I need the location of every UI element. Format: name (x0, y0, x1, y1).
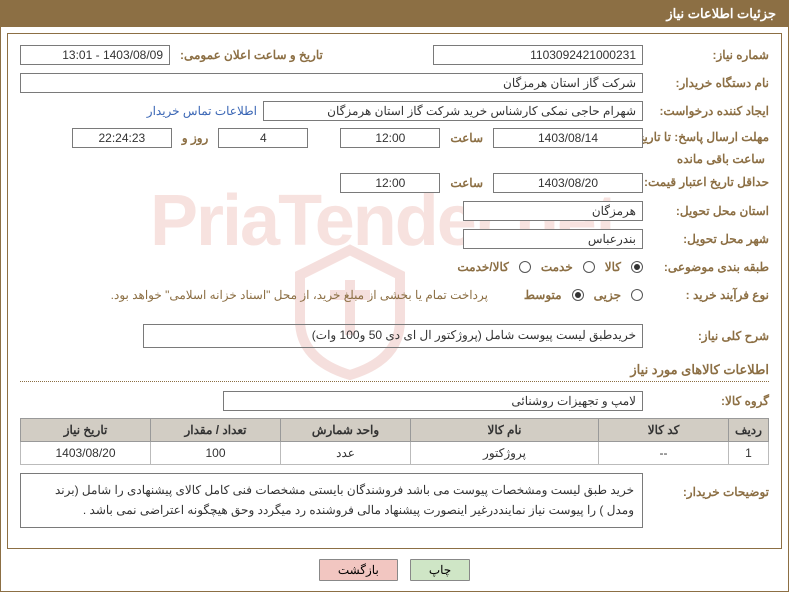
label-remaining: ساعت باقی مانده (673, 152, 769, 166)
th-qty: تعداد / مقدار (151, 419, 281, 442)
label-classification: طبقه بندی موضوعی: (649, 260, 769, 274)
back-button[interactable]: بازگشت (319, 559, 398, 581)
label-need-number: شماره نیاز: (649, 48, 769, 62)
radio-label-medium: متوسط (520, 288, 566, 302)
print-button[interactable]: چاپ (410, 559, 470, 581)
section-items-title: اطلاعات کالاهای مورد نیاز (20, 362, 769, 382)
label-days-and: روز و (178, 131, 213, 145)
button-bar: چاپ بازگشت (7, 559, 782, 581)
field-goods-group: لامپ و تجهیزات روشنائی (223, 391, 643, 411)
field-buyer-org: شرکت گاز استان هرمزگان (20, 73, 643, 93)
field-delivery-province: هرمزگان (463, 201, 643, 221)
label-hour-1: ساعت (446, 131, 487, 145)
field-remaining-time: 22:24:23 (72, 128, 172, 148)
radio-goods[interactable] (631, 261, 643, 273)
cell-n: 1 (729, 442, 769, 465)
field-delivery-city: بندرعباس (463, 229, 643, 249)
label-general-desc: شرح کلی نیاز: (649, 329, 769, 343)
field-remaining-days: 4 (218, 128, 308, 148)
field-reply-time: 12:00 (340, 128, 440, 148)
purchase-type-radio-group: جزیی متوسط (520, 288, 643, 302)
buyer-contact-link[interactable]: اطلاعات تماس خریدار (147, 104, 257, 118)
label-buyer-notes: توضیحات خریدار: (649, 473, 769, 499)
label-reply-deadline: مهلت ارسال پاسخ: تا تاریخ: (649, 130, 769, 146)
field-price-validity-time: 12:00 (340, 173, 440, 193)
field-general-desc: خریدطبق لیست پیوست شامل (پروژکتور ال ای … (143, 324, 643, 348)
panel-title: جزئیات اطلاعات نیاز (666, 6, 776, 22)
label-delivery-province: استان محل تحویل: (649, 204, 769, 218)
radio-partial[interactable] (631, 289, 643, 301)
field-announce-datetime: 1403/08/09 - 13:01 (20, 45, 170, 65)
field-requester: شهرام حاجی نمکی کارشناس خرید شرکت گاز اس… (263, 101, 643, 121)
field-reply-date: 1403/08/14 (493, 128, 643, 148)
th-name: نام کالا (411, 419, 599, 442)
label-goods-group: گروه کالا: (649, 394, 769, 408)
label-announce-datetime: تاریخ و ساعت اعلان عمومی: (176, 48, 327, 62)
main-container: جزئیات اطلاعات نیاز شماره نیاز: 11030924… (0, 0, 789, 592)
label-hour-2: ساعت (446, 176, 487, 190)
radio-label-goods: کالا (601, 260, 625, 274)
cell-name: پروژکتور (411, 442, 599, 465)
table-row: 1 -- پروژکتور عدد 100 1403/08/20 (21, 442, 769, 465)
th-row: ردیف (729, 419, 769, 442)
payment-note: پرداخت تمام یا بخشی از مبلغ خرید، از محل… (111, 288, 488, 302)
radio-service[interactable] (583, 261, 595, 273)
cell-date: 1403/08/20 (21, 442, 151, 465)
radio-goods-service[interactable] (519, 261, 531, 273)
classification-radio-group: کالا خدمت کالا/خدمت (453, 260, 643, 274)
cell-unit: عدد (281, 442, 411, 465)
label-buyer-org: نام دستگاه خریدار: (649, 76, 769, 90)
radio-label-goods-service: کالا/خدمت (453, 260, 512, 274)
panel-header: جزئیات اطلاعات نیاز (1, 1, 788, 27)
label-price-validity: حداقل تاریخ اعتبار قیمت: تا تاریخ: (649, 175, 769, 191)
th-date: تاریخ نیاز (21, 419, 151, 442)
form-panel: شماره نیاز: 1103092421000231 تاریخ و ساع… (7, 33, 782, 549)
field-price-validity-date: 1403/08/20 (493, 173, 643, 193)
label-delivery-city: شهر محل تحویل: (649, 232, 769, 246)
radio-label-service: خدمت (537, 260, 577, 274)
th-code: کد کالا (599, 419, 729, 442)
radio-label-partial: جزیی (590, 288, 625, 302)
cell-code: -- (599, 442, 729, 465)
radio-medium[interactable] (572, 289, 584, 301)
table-header-row: ردیف کد کالا نام کالا واحد شمارش تعداد /… (21, 419, 769, 442)
label-requester: ایجاد کننده درخواست: (649, 104, 769, 118)
cell-qty: 100 (151, 442, 281, 465)
items-table: ردیف کد کالا نام کالا واحد شمارش تعداد /… (20, 418, 769, 465)
field-need-number: 1103092421000231 (433, 45, 643, 65)
field-buyer-notes: خرید طبق لیست ومشخصات پیوست می باشد فروش… (20, 473, 643, 528)
th-unit: واحد شمارش (281, 419, 411, 442)
label-purchase-type: نوع فرآیند خرید : (649, 288, 769, 302)
